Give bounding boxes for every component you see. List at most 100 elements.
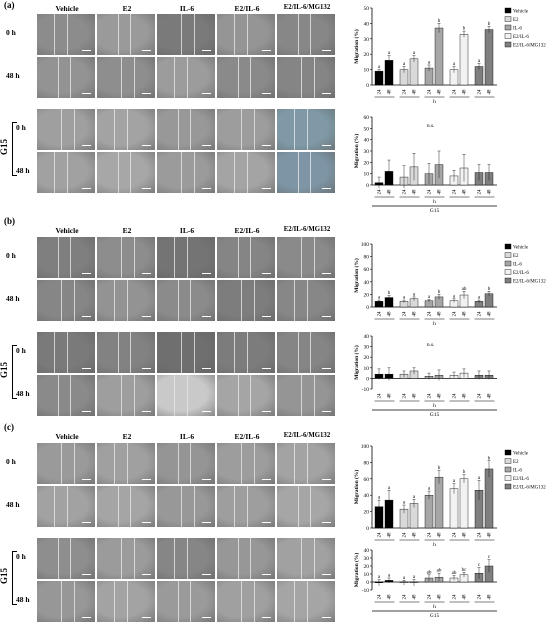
scale-bar [142,368,151,369]
x-tick-label: 48 [413,393,418,399]
significance-letter: a [453,294,456,299]
scratch-assay-image [157,538,215,579]
wound-gap [177,443,192,484]
x-tick-label: 24 [478,532,483,538]
x-tick-label: 24 [378,189,383,195]
row-label: 48 h [16,166,30,175]
scratch-assay-image [157,109,215,150]
scale-bar [262,188,271,189]
legend-swatch [504,449,512,456]
wound-gap [114,109,128,150]
wound-gap [294,581,308,622]
scale-bar [262,574,271,575]
y-tick-label: 60 [364,115,370,121]
y-tick-label: 100 [361,242,370,248]
row-label: 48 h [16,389,30,398]
column-header: E2/IL-6/MG132 [283,4,331,11]
significance-letter: a [478,476,481,481]
group-title: G15 [430,613,440,619]
scratch-assay-image [37,152,95,193]
significance-letter: b [488,287,491,292]
significance-letter: a [428,60,431,65]
scale-bar [322,411,331,412]
legend-label: E2/IL-6/MG132 [513,280,546,285]
significance-letter: a [378,575,381,580]
column-header: E2/IL-6 [234,226,260,235]
scale-bar [142,50,151,51]
group-title: G15 [430,412,440,418]
column-header: IL-6 [179,226,195,235]
significance-letter: a [403,62,406,67]
legend-swatch [504,466,512,473]
x-tick-label: 24 [453,532,458,538]
scratch-assay-image [277,280,335,321]
wound-gap [241,443,255,484]
x-tick-label: 24 [453,594,458,600]
legend-label: E2/IL-6/MG132 [513,486,546,491]
scratch-assay-image [217,14,275,55]
y-tick-label: 0 [366,580,369,586]
x-tick-label: 48 [438,311,443,317]
scale-bar [202,188,211,189]
y-tick-label: 10 [364,572,370,578]
legend-swatch [504,277,512,284]
row-label: 0 h [16,552,26,561]
scratch-assay-image [157,375,215,416]
scale-bar [262,411,271,412]
x-tick-label: 24 [478,89,483,95]
scale-bar [82,574,91,575]
scale-bar [202,617,211,618]
scale-bar [262,368,271,369]
bar [374,70,384,86]
x-tick-label: 48 [463,594,468,600]
scale-bar [82,93,91,94]
x-tick-label: 48 [488,189,493,195]
significance-letter: b [438,290,441,295]
scale-bar [82,617,91,618]
wound-gap [174,237,188,278]
y-tick-label: 0 [366,83,369,89]
scale-bar [262,617,271,618]
scale-bar [322,574,331,575]
y-tick-label: 80 [364,255,370,261]
significance-letter: a [453,62,456,67]
ns-annotation: n.s. [427,342,435,348]
scratch-assay-image [97,375,155,416]
x-tick-label: 48 [388,89,393,95]
wound-gap [241,280,255,321]
scratch-assay-image [97,443,155,484]
scratch-assay-image [157,152,215,193]
wound-gap [174,538,188,579]
x-tick-label: 24 [428,393,433,399]
row-label: 0 h [6,28,16,37]
group-title: G15 [430,208,440,214]
y-tick-label: 10 [364,68,370,74]
significance-letter: bc [462,568,468,573]
ns-annotation: n.s. [427,123,435,129]
group-bracket [12,551,17,605]
legend-label: Vehicle [513,246,529,251]
scratch-assay-image [97,280,155,321]
scratch-assay-image [37,581,95,622]
scale-bar [82,188,91,189]
wound-gap [117,152,132,193]
y-tick-label: 20 [364,510,370,516]
wound-gap [121,237,135,278]
wound-gap [294,280,308,321]
bar [424,495,434,529]
wound-gap [301,538,315,579]
scale-bar [142,188,151,189]
scratch-assay-image [277,14,335,55]
scratch-assay-image [277,375,335,416]
x-tick-label: 24 [478,189,483,195]
significance-letter: a [403,296,406,301]
x-tick-label: 24 [428,189,433,195]
bar [459,33,469,86]
legend-label: Vehicle [513,10,529,15]
column-header: E2 [122,226,132,235]
scale-bar [262,479,271,480]
scratch-assay-image [277,237,335,278]
scale-bar [142,574,151,575]
scale-bar [82,316,91,317]
